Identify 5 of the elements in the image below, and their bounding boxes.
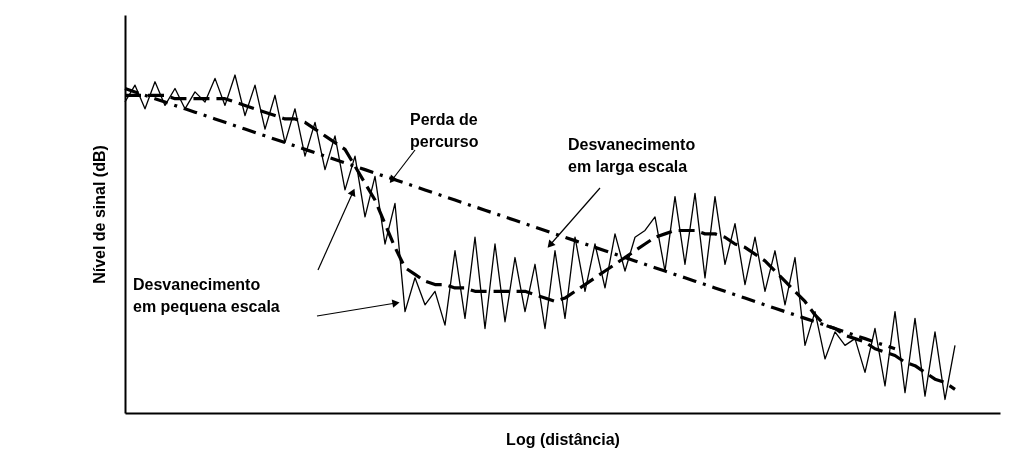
x-axis-title: Log (distância) <box>506 430 620 448</box>
annotation: Desvanecimento em pequena escala <box>133 276 280 315</box>
annotation: Desvanecimento em larga escala <box>568 136 696 175</box>
y-axis-title: Nível de sinal (dB) <box>90 145 108 284</box>
annotation: Perda de percurso <box>410 111 479 150</box>
